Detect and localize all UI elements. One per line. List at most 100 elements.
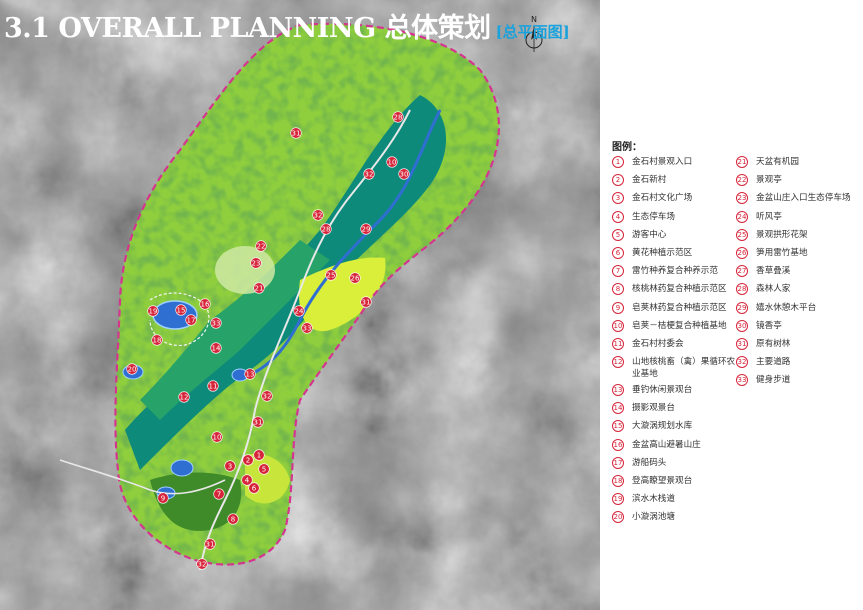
map-marker-label: 15 bbox=[177, 306, 186, 314]
legend-item: 16 金盆高山避暑山庄 bbox=[612, 438, 742, 457]
map-marker-label: 31 bbox=[292, 129, 301, 137]
map-marker: 2 bbox=[242, 454, 254, 466]
map-marker-dot bbox=[157, 492, 169, 504]
main-road bbox=[199, 109, 411, 571]
legend-number-badge: 3 bbox=[612, 192, 624, 205]
map-marker: 7 bbox=[213, 488, 225, 500]
legend-number-badge: 6 bbox=[612, 246, 624, 259]
legend-item-label: 游客中心 bbox=[632, 229, 667, 240]
map-marker: 8 bbox=[227, 513, 239, 525]
legend-item: 29 嬉水休憩木平台 bbox=[736, 301, 863, 320]
map-marker: 14 bbox=[210, 342, 222, 354]
map-marker-dot bbox=[398, 168, 410, 180]
legend-item: 12 山地核桃畜（禽）果循环农业基地 bbox=[612, 356, 742, 384]
legend-item: 24 听风亭 bbox=[736, 210, 863, 229]
map-marker-label: 33 bbox=[303, 324, 312, 332]
legend-item-label: 大漩涡规划水库 bbox=[632, 421, 693, 432]
map-marker: 28 bbox=[320, 223, 332, 235]
north-label: N bbox=[531, 15, 537, 24]
legend-number-badge: 29 bbox=[736, 301, 748, 314]
legend-item: 21 天盆有机园 bbox=[736, 156, 863, 174]
legend-item: 2 金石新村 bbox=[612, 174, 742, 192]
legend-item-label: 登高瞭望景观台 bbox=[632, 476, 693, 486]
map-marker: 30 bbox=[398, 168, 410, 180]
legend-number-badge: 16 bbox=[612, 438, 624, 451]
map-marker-label: 8 bbox=[231, 515, 235, 523]
stream bbox=[249, 109, 442, 377]
map-marker: 21 bbox=[253, 282, 265, 294]
legend-item-label: 景观亭 bbox=[756, 175, 782, 186]
legend-item: 32 主要道路 bbox=[736, 356, 863, 374]
map-marker-label: 31 bbox=[206, 540, 215, 548]
map-marker-label: 32 bbox=[314, 211, 323, 219]
map-marker-label: 2 bbox=[246, 456, 250, 464]
map-marker: 33 bbox=[210, 317, 222, 329]
legend-item: 18 登高瞭望景观台 bbox=[612, 475, 742, 493]
map-marker-dot bbox=[363, 168, 375, 180]
north-arrow-icon: N bbox=[525, 15, 543, 52]
legend-item-label: 健身步道 bbox=[756, 375, 791, 386]
map-marker: 15 bbox=[175, 304, 187, 316]
legend-item: 5 游客中心 bbox=[612, 228, 742, 247]
map-marker-dot bbox=[301, 322, 313, 334]
map-marker-label: 28 bbox=[322, 225, 331, 233]
map-marker-dot bbox=[261, 390, 273, 402]
map-marker: 31 bbox=[204, 538, 216, 550]
legend-column-left: 1 金石村景观入口 2 金石新村 3 金石村文化广场 4 生态停车场 5 游客中心 6 黄花种植示范区… bbox=[612, 156, 742, 530]
legend-item-label: 核桃林药复合种植示范区 bbox=[632, 284, 727, 295]
map-marker-label: 21 bbox=[255, 284, 264, 292]
map-marker: 32 bbox=[363, 168, 375, 180]
legend-item-label: 金石村景观入口 bbox=[632, 157, 693, 167]
legend-number-badge: 14 bbox=[612, 402, 624, 415]
map-marker-label: 14 bbox=[212, 344, 221, 352]
legend-item: 13 垂钓休闲景观台 bbox=[612, 384, 742, 402]
legend-item: 23 金盆山庄入口生态停车场 bbox=[736, 192, 863, 210]
legend-number-badge: 23 bbox=[736, 192, 748, 205]
map-marker-label: 3 bbox=[228, 462, 232, 470]
map-marker-label: 33 bbox=[212, 319, 221, 327]
map-marker: 5 bbox=[258, 463, 270, 475]
legend-item: 6 黄花种植示范区 bbox=[612, 246, 742, 265]
map-marker: 31 bbox=[252, 416, 264, 428]
legend-item-label: 听风亭 bbox=[756, 211, 782, 222]
map-marker-dot bbox=[325, 269, 337, 281]
map-marker-dot bbox=[207, 380, 219, 392]
map-marker-label: 31 bbox=[362, 298, 371, 306]
legend-item: 25 景观拱形花架 bbox=[736, 228, 863, 247]
legend-item: 33 健身步道 bbox=[736, 374, 863, 392]
map-marker-label: 16 bbox=[201, 300, 210, 308]
map-marker-label: 19 bbox=[149, 307, 158, 315]
map-marker-label: 5 bbox=[262, 465, 266, 473]
legend-number-badge: 13 bbox=[612, 384, 624, 397]
legend-number-badge: 18 bbox=[612, 475, 624, 487]
legend-number-badge: 9 bbox=[612, 301, 624, 314]
legend-number-badge: 22 bbox=[736, 174, 748, 187]
legend-number-badge: 24 bbox=[736, 210, 748, 223]
map-marker-dot bbox=[178, 391, 190, 403]
map-marker-dot bbox=[312, 209, 324, 221]
legend-number-badge: 25 bbox=[736, 228, 748, 241]
map-marker-label: 29 bbox=[362, 225, 371, 233]
site-boundary bbox=[114, 22, 500, 566]
map-marker-dot bbox=[349, 272, 361, 284]
map-marker-dot bbox=[253, 449, 265, 461]
legend-item-label: 金石村文化广场 bbox=[632, 193, 693, 204]
legend-item-label: 雷竹种养复合种养示范 bbox=[632, 266, 718, 277]
map-marker: 10 bbox=[386, 156, 398, 168]
legend-number-badge: 1 bbox=[612, 156, 624, 168]
map-marker-label: 23 bbox=[252, 259, 261, 267]
map-marker-dot bbox=[258, 463, 270, 475]
map-marker: 29 bbox=[360, 223, 372, 235]
map-marker-label: 32 bbox=[263, 392, 272, 400]
legend-item-label: 金石村村委会 bbox=[632, 338, 684, 349]
map-marker-dot bbox=[151, 334, 163, 346]
legend-item: 11 金石村村委会 bbox=[612, 337, 742, 356]
map-marker-label: 32 bbox=[365, 170, 374, 178]
legend-item-label: 垂钓休闲景观台 bbox=[632, 385, 693, 396]
map-marker-dot bbox=[242, 454, 254, 466]
map-marker-label: 22 bbox=[257, 242, 266, 250]
map-marker-dot bbox=[320, 223, 332, 235]
legend-item-label: 摄影观景台 bbox=[632, 403, 675, 414]
map-marker-dot bbox=[392, 111, 404, 123]
